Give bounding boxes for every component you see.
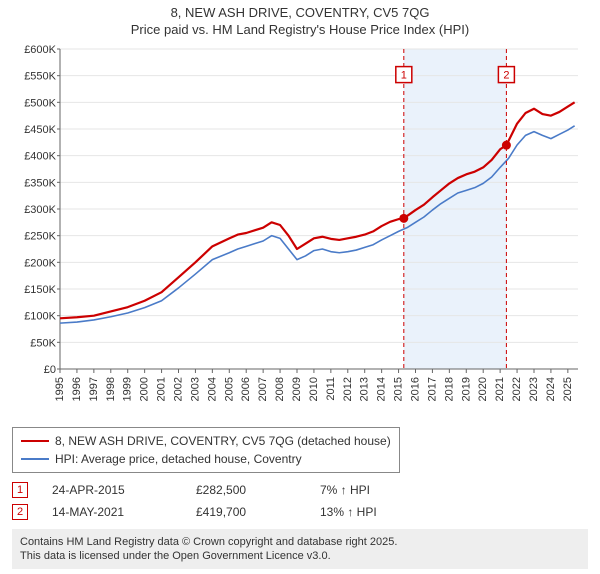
legend-row: 8, NEW ASH DRIVE, COVENTRY, CV5 7QG (det… xyxy=(21,432,391,450)
svg-text:2013: 2013 xyxy=(359,377,371,401)
svg-text:2003: 2003 xyxy=(189,377,201,401)
svg-text:2008: 2008 xyxy=(274,377,286,401)
svg-text:2025: 2025 xyxy=(562,377,574,401)
svg-text:£250K: £250K xyxy=(24,230,56,242)
legend-swatch xyxy=(21,440,49,442)
attribution-footer: Contains HM Land Registry data © Crown c… xyxy=(12,529,588,570)
annotation-delta: 13% ↑ HPI xyxy=(320,505,377,519)
svg-text:£50K: £50K xyxy=(30,337,56,349)
svg-text:£550K: £550K xyxy=(24,70,56,82)
annotation-badge: 2 xyxy=(12,504,28,520)
svg-text:£350K: £350K xyxy=(24,177,56,189)
legend-swatch xyxy=(21,458,49,460)
svg-text:2021: 2021 xyxy=(494,377,506,401)
legend: 8, NEW ASH DRIVE, COVENTRY, CV5 7QG (det… xyxy=(12,427,400,473)
price-chart: £0 £50K £100K £150K £200K £250K £300K £350K £400… xyxy=(12,43,588,423)
svg-text:2: 2 xyxy=(503,69,509,81)
svg-text:£0: £0 xyxy=(44,364,56,376)
svg-text:1998: 1998 xyxy=(105,377,117,401)
svg-text:£400K: £400K xyxy=(24,150,56,162)
footer-line-copyright: Contains HM Land Registry data © Crown c… xyxy=(20,535,580,549)
svg-text:2015: 2015 xyxy=(393,377,405,401)
footer-line-licence: This data is licensed under the Open Gov… xyxy=(20,549,580,563)
annotation-price: £282,500 xyxy=(196,483,296,497)
svg-text:£100K: £100K xyxy=(24,310,56,322)
svg-text:2014: 2014 xyxy=(376,377,388,401)
annotation-date: 24-APR-2015 xyxy=(52,483,172,497)
svg-text:2001: 2001 xyxy=(156,377,168,401)
svg-text:2012: 2012 xyxy=(342,377,354,401)
svg-text:1995: 1995 xyxy=(54,377,66,401)
svg-text:2005: 2005 xyxy=(223,377,235,401)
svg-text:£600K: £600K xyxy=(24,44,56,56)
annotation-price: £419,700 xyxy=(196,505,296,519)
annotation-delta: 7% ↑ HPI xyxy=(320,483,370,497)
annotation-row: 2 14-MAY-2021 £419,700 13% ↑ HPI xyxy=(12,501,588,523)
svg-text:2011: 2011 xyxy=(325,377,337,401)
svg-text:2002: 2002 xyxy=(172,377,184,401)
legend-label: HPI: Average price, detached house, Cove… xyxy=(55,452,302,466)
svg-text:£200K: £200K xyxy=(24,257,56,269)
chart-title: 8, NEW ASH DRIVE, COVENTRY, CV5 7QG Pric… xyxy=(12,5,588,39)
svg-text:2004: 2004 xyxy=(206,377,218,401)
svg-text:1996: 1996 xyxy=(71,377,83,401)
svg-text:2017: 2017 xyxy=(426,377,438,401)
legend-row: HPI: Average price, detached house, Cove… xyxy=(21,450,391,468)
legend-label: 8, NEW ASH DRIVE, COVENTRY, CV5 7QG (det… xyxy=(55,434,391,448)
svg-text:2006: 2006 xyxy=(240,377,252,401)
chart-svg: £0 £50K £100K £150K £200K £250K £300K £350K £400… xyxy=(12,43,588,423)
svg-text:2023: 2023 xyxy=(528,377,540,401)
svg-text:£300K: £300K xyxy=(24,204,56,216)
svg-text:2016: 2016 xyxy=(409,377,421,401)
annotation-date: 14-MAY-2021 xyxy=(52,505,172,519)
svg-text:2019: 2019 xyxy=(460,377,472,401)
svg-text:1997: 1997 xyxy=(88,377,100,401)
svg-text:2022: 2022 xyxy=(511,377,523,401)
title-line-address: 8, NEW ASH DRIVE, COVENTRY, CV5 7QG xyxy=(12,5,588,22)
svg-text:2018: 2018 xyxy=(443,377,455,401)
svg-text:2007: 2007 xyxy=(257,377,269,401)
svg-text:1: 1 xyxy=(401,69,407,81)
svg-text:£450K: £450K xyxy=(24,124,56,136)
title-line-subtitle: Price paid vs. HM Land Registry's House … xyxy=(12,22,588,39)
svg-text:1999: 1999 xyxy=(122,377,134,401)
svg-text:£500K: £500K xyxy=(24,97,56,109)
svg-text:2000: 2000 xyxy=(139,377,151,401)
svg-text:£150K: £150K xyxy=(24,284,56,296)
svg-text:2009: 2009 xyxy=(291,377,303,401)
svg-text:2020: 2020 xyxy=(477,377,489,401)
annotation-row: 1 24-APR-2015 £282,500 7% ↑ HPI xyxy=(12,479,588,501)
svg-text:2024: 2024 xyxy=(545,377,557,401)
svg-text:2010: 2010 xyxy=(308,377,320,401)
annotation-badge: 1 xyxy=(12,482,28,498)
annotation-table: 1 24-APR-2015 £282,500 7% ↑ HPI 2 14-MAY-2021… xyxy=(12,479,588,523)
